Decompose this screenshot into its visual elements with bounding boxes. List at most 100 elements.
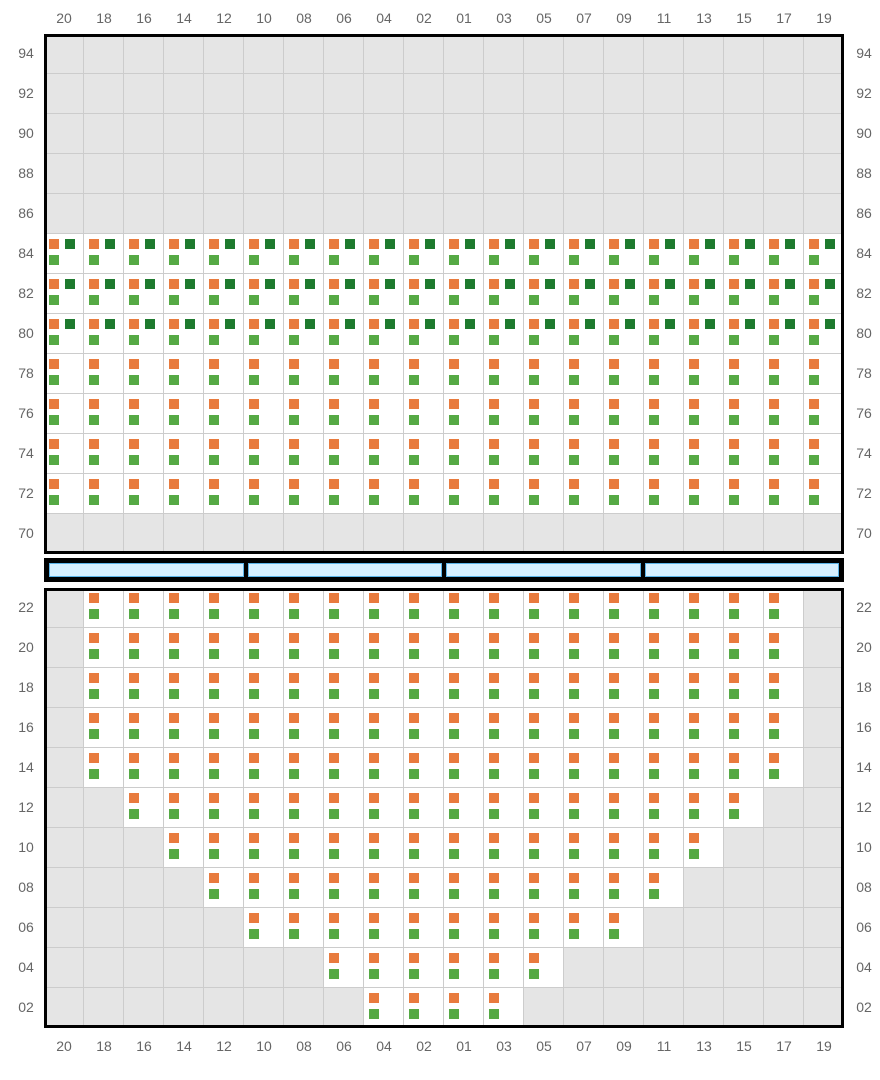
seat-cell[interactable] bbox=[524, 628, 564, 668]
seat-cell[interactable] bbox=[44, 234, 84, 274]
seat-cell[interactable] bbox=[404, 668, 444, 708]
seat-cell[interactable] bbox=[204, 314, 244, 354]
seat-cell[interactable] bbox=[804, 274, 844, 314]
seat-cell[interactable] bbox=[244, 628, 284, 668]
seat-cell[interactable] bbox=[204, 354, 244, 394]
seat-cell[interactable] bbox=[644, 748, 684, 788]
seat-cell[interactable] bbox=[524, 274, 564, 314]
seat-cell[interactable] bbox=[84, 474, 124, 514]
seat-cell[interactable] bbox=[204, 788, 244, 828]
seat-cell[interactable] bbox=[84, 708, 124, 748]
seat-cell[interactable] bbox=[804, 314, 844, 354]
seat-cell[interactable] bbox=[564, 314, 604, 354]
seat-cell[interactable] bbox=[364, 434, 404, 474]
seat-cell[interactable] bbox=[644, 394, 684, 434]
seat-cell[interactable] bbox=[164, 394, 204, 434]
seat-cell[interactable] bbox=[364, 274, 404, 314]
seat-cell[interactable] bbox=[764, 434, 804, 474]
seat-cell[interactable] bbox=[244, 354, 284, 394]
seat-cell[interactable] bbox=[684, 274, 724, 314]
seat-cell[interactable] bbox=[484, 394, 524, 434]
seat-cell[interactable] bbox=[444, 354, 484, 394]
seat-cell[interactable] bbox=[404, 788, 444, 828]
seat-cell[interactable] bbox=[404, 628, 444, 668]
seat-cell[interactable] bbox=[444, 274, 484, 314]
seat-cell[interactable] bbox=[364, 394, 404, 434]
seat-cell[interactable] bbox=[484, 314, 524, 354]
seat-cell[interactable] bbox=[84, 394, 124, 434]
seat-cell[interactable] bbox=[644, 354, 684, 394]
seat-cell[interactable] bbox=[724, 394, 764, 434]
seat-cell[interactable] bbox=[564, 788, 604, 828]
seat-cell[interactable] bbox=[684, 394, 724, 434]
seat-cell[interactable] bbox=[364, 828, 404, 868]
seat-cell[interactable] bbox=[604, 628, 644, 668]
seat-cell[interactable] bbox=[84, 274, 124, 314]
seat-cell[interactable] bbox=[124, 394, 164, 434]
seat-cell[interactable] bbox=[684, 434, 724, 474]
seat-cell[interactable] bbox=[84, 588, 124, 628]
seat-cell[interactable] bbox=[364, 588, 404, 628]
seat-cell[interactable] bbox=[604, 788, 644, 828]
seat-cell[interactable] bbox=[724, 748, 764, 788]
seat-cell[interactable] bbox=[364, 668, 404, 708]
seat-cell[interactable] bbox=[364, 708, 404, 748]
seat-cell[interactable] bbox=[484, 434, 524, 474]
seat-cell[interactable] bbox=[524, 314, 564, 354]
seat-cell[interactable] bbox=[284, 588, 324, 628]
seat-cell[interactable] bbox=[124, 588, 164, 628]
seat-cell[interactable] bbox=[244, 314, 284, 354]
seat-cell[interactable] bbox=[764, 668, 804, 708]
seat-cell[interactable] bbox=[724, 434, 764, 474]
seat-cell[interactable] bbox=[684, 354, 724, 394]
seat-cell[interactable] bbox=[324, 788, 364, 828]
seat-cell[interactable] bbox=[724, 314, 764, 354]
seat-cell[interactable] bbox=[284, 788, 324, 828]
seat-cell[interactable] bbox=[484, 948, 524, 988]
seat-cell[interactable] bbox=[284, 868, 324, 908]
seat-cell[interactable] bbox=[564, 234, 604, 274]
seat-cell[interactable] bbox=[204, 708, 244, 748]
seat-cell[interactable] bbox=[524, 748, 564, 788]
seat-cell[interactable] bbox=[244, 434, 284, 474]
seat-cell[interactable] bbox=[644, 474, 684, 514]
seat-cell[interactable] bbox=[764, 748, 804, 788]
seat-cell[interactable] bbox=[284, 274, 324, 314]
seat-cell[interactable] bbox=[124, 274, 164, 314]
seat-cell[interactable] bbox=[644, 828, 684, 868]
seat-cell[interactable] bbox=[404, 434, 444, 474]
seat-cell[interactable] bbox=[564, 748, 604, 788]
seat-cell[interactable] bbox=[604, 748, 644, 788]
seat-cell[interactable] bbox=[444, 628, 484, 668]
seat-cell[interactable] bbox=[364, 868, 404, 908]
seat-cell[interactable] bbox=[364, 948, 404, 988]
seat-cell[interactable] bbox=[644, 708, 684, 748]
seat-cell[interactable] bbox=[164, 828, 204, 868]
seat-cell[interactable] bbox=[644, 234, 684, 274]
seat-cell[interactable] bbox=[364, 234, 404, 274]
seat-cell[interactable] bbox=[484, 628, 524, 668]
seat-cell[interactable] bbox=[284, 908, 324, 948]
seat-cell[interactable] bbox=[564, 394, 604, 434]
seat-cell[interactable] bbox=[524, 354, 564, 394]
seat-cell[interactable] bbox=[444, 314, 484, 354]
seat-cell[interactable] bbox=[404, 988, 444, 1028]
seat-cell[interactable] bbox=[564, 708, 604, 748]
seat-cell[interactable] bbox=[484, 234, 524, 274]
seat-cell[interactable] bbox=[644, 314, 684, 354]
seat-cell[interactable] bbox=[444, 788, 484, 828]
seat-cell[interactable] bbox=[284, 474, 324, 514]
seat-cell[interactable] bbox=[484, 588, 524, 628]
seat-cell[interactable] bbox=[444, 828, 484, 868]
seat-cell[interactable] bbox=[324, 628, 364, 668]
seat-cell[interactable] bbox=[604, 394, 644, 434]
seat-cell[interactable] bbox=[804, 354, 844, 394]
seat-cell[interactable] bbox=[284, 668, 324, 708]
seat-cell[interactable] bbox=[804, 234, 844, 274]
seat-cell[interactable] bbox=[84, 434, 124, 474]
seat-cell[interactable] bbox=[804, 434, 844, 474]
seat-cell[interactable] bbox=[84, 748, 124, 788]
seat-cell[interactable] bbox=[204, 588, 244, 628]
seat-cell[interactable] bbox=[684, 668, 724, 708]
seat-cell[interactable] bbox=[644, 868, 684, 908]
